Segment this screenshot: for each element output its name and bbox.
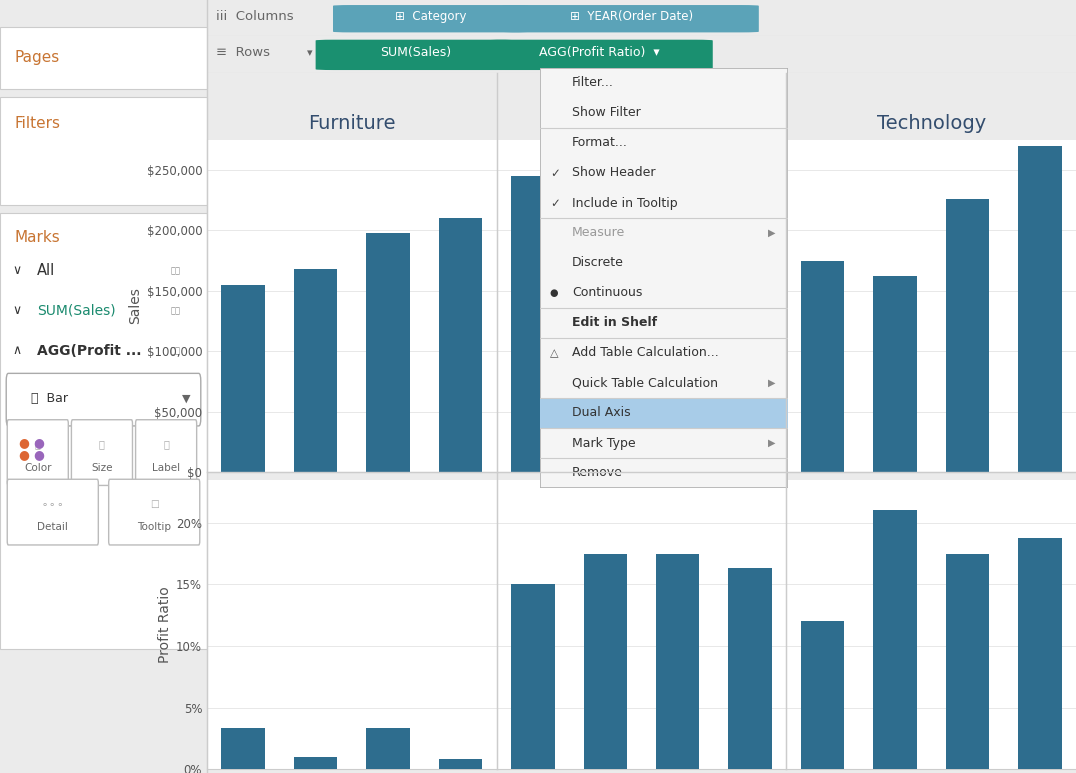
Text: ⬛⬛: ⬛⬛ <box>171 306 181 315</box>
Text: Format...: Format... <box>572 137 628 149</box>
Text: AGG(Profit Ratio)  ▾: AGG(Profit Ratio) ▾ <box>539 46 660 60</box>
Text: ●: ● <box>18 448 29 461</box>
Text: ▶: ▶ <box>768 378 776 388</box>
Text: ⚬⚬⚬: ⚬⚬⚬ <box>41 500 65 509</box>
Text: Tooltip: Tooltip <box>138 523 171 532</box>
Text: ▶: ▶ <box>768 228 776 238</box>
Text: ▶: ▶ <box>768 438 776 448</box>
Bar <box>222 284 265 472</box>
Bar <box>656 553 699 769</box>
Bar <box>0 27 207 89</box>
Text: Detail: Detail <box>38 523 68 532</box>
FancyBboxPatch shape <box>502 5 759 32</box>
Text: Color: Color <box>24 463 52 472</box>
Text: ●: ● <box>550 288 558 298</box>
Bar <box>874 510 917 769</box>
Bar <box>0 97 207 205</box>
Text: ▼: ▼ <box>182 394 190 404</box>
Text: Show Header: Show Header <box>572 166 655 179</box>
Text: ∧: ∧ <box>13 345 22 357</box>
Title: Furniture: Furniture <box>308 114 396 133</box>
Text: SUM(Sales): SUM(Sales) <box>380 46 451 60</box>
Text: △: △ <box>550 348 558 358</box>
Text: Discrete: Discrete <box>572 257 624 270</box>
Title: Technology: Technology <box>877 114 986 133</box>
Text: ⬛: ⬛ <box>34 440 41 449</box>
Bar <box>439 218 482 472</box>
FancyBboxPatch shape <box>315 39 515 70</box>
Text: Continuous: Continuous <box>572 287 642 299</box>
Text: ▾: ▾ <box>307 48 312 58</box>
Text: Remove: Remove <box>572 466 623 479</box>
Bar <box>1018 537 1062 769</box>
Text: ≡  Rows: ≡ Rows <box>215 46 270 60</box>
Text: Filter...: Filter... <box>572 77 614 90</box>
Text: All: All <box>38 263 56 278</box>
Bar <box>946 553 989 769</box>
Text: ⊞  YEAR(Order Date): ⊞ YEAR(Order Date) <box>569 10 693 22</box>
Bar <box>801 261 845 472</box>
Text: Label: Label <box>152 463 180 472</box>
Text: ⊞  Category: ⊞ Category <box>395 10 466 22</box>
Text: SUM(Sales): SUM(Sales) <box>38 304 116 318</box>
Text: Filters: Filters <box>14 116 60 131</box>
Text: Add Table Calculation...: Add Table Calculation... <box>572 346 719 359</box>
Text: Size: Size <box>91 463 113 472</box>
Text: Marks: Marks <box>14 230 60 244</box>
Bar <box>728 110 771 472</box>
Text: ⬛⬛: ⬛⬛ <box>171 346 181 356</box>
Text: Edit in Shelf: Edit in Shelf <box>572 316 657 329</box>
Text: ✓: ✓ <box>550 196 560 209</box>
Bar <box>511 584 554 769</box>
FancyBboxPatch shape <box>8 420 68 485</box>
Bar <box>294 269 338 472</box>
FancyBboxPatch shape <box>6 373 201 426</box>
Text: Pages: Pages <box>14 50 60 66</box>
Bar <box>874 276 917 472</box>
Text: Mark Type: Mark Type <box>572 437 636 450</box>
Bar <box>294 757 338 769</box>
FancyBboxPatch shape <box>71 420 132 485</box>
Text: ●: ● <box>33 448 44 461</box>
Y-axis label: Profit Ratio: Profit Ratio <box>158 586 172 662</box>
Bar <box>1018 146 1062 472</box>
Bar <box>656 110 699 472</box>
FancyBboxPatch shape <box>8 479 98 545</box>
FancyBboxPatch shape <box>332 5 528 32</box>
Text: AGG(Profit ...: AGG(Profit ... <box>38 344 142 358</box>
Bar <box>583 110 627 472</box>
Bar <box>439 759 482 769</box>
Bar <box>801 621 845 769</box>
Bar <box>0 213 207 649</box>
Bar <box>366 728 410 769</box>
Text: ☐: ☐ <box>150 500 158 509</box>
Text: ●: ● <box>33 437 44 449</box>
Text: iii  Columns: iii Columns <box>215 10 294 22</box>
Text: Show Filter: Show Filter <box>572 107 641 120</box>
Bar <box>728 568 771 769</box>
Bar <box>222 728 265 769</box>
FancyBboxPatch shape <box>486 39 712 70</box>
Bar <box>511 176 554 472</box>
Y-axis label: Sales: Sales <box>128 288 142 325</box>
Text: ●: ● <box>18 437 29 449</box>
Bar <box>946 199 989 472</box>
Text: ⬛⬛: ⬛⬛ <box>171 266 181 275</box>
Bar <box>540 398 788 428</box>
Text: ⬛  Bar: ⬛ Bar <box>31 393 68 405</box>
Text: Include in Tooltip: Include in Tooltip <box>572 196 678 209</box>
Text: ∨: ∨ <box>13 264 22 277</box>
Bar <box>366 233 410 472</box>
FancyBboxPatch shape <box>109 479 200 545</box>
Text: Quick Table Calculation: Quick Table Calculation <box>572 376 719 390</box>
Text: ⬛: ⬛ <box>164 440 169 449</box>
Text: ✓: ✓ <box>550 166 560 179</box>
Text: Dual Axis: Dual Axis <box>572 407 631 420</box>
Bar <box>583 553 627 769</box>
Text: ⬛: ⬛ <box>99 440 104 449</box>
Text: ∨: ∨ <box>13 305 22 317</box>
FancyBboxPatch shape <box>136 420 197 485</box>
Text: Measure: Measure <box>572 226 625 240</box>
